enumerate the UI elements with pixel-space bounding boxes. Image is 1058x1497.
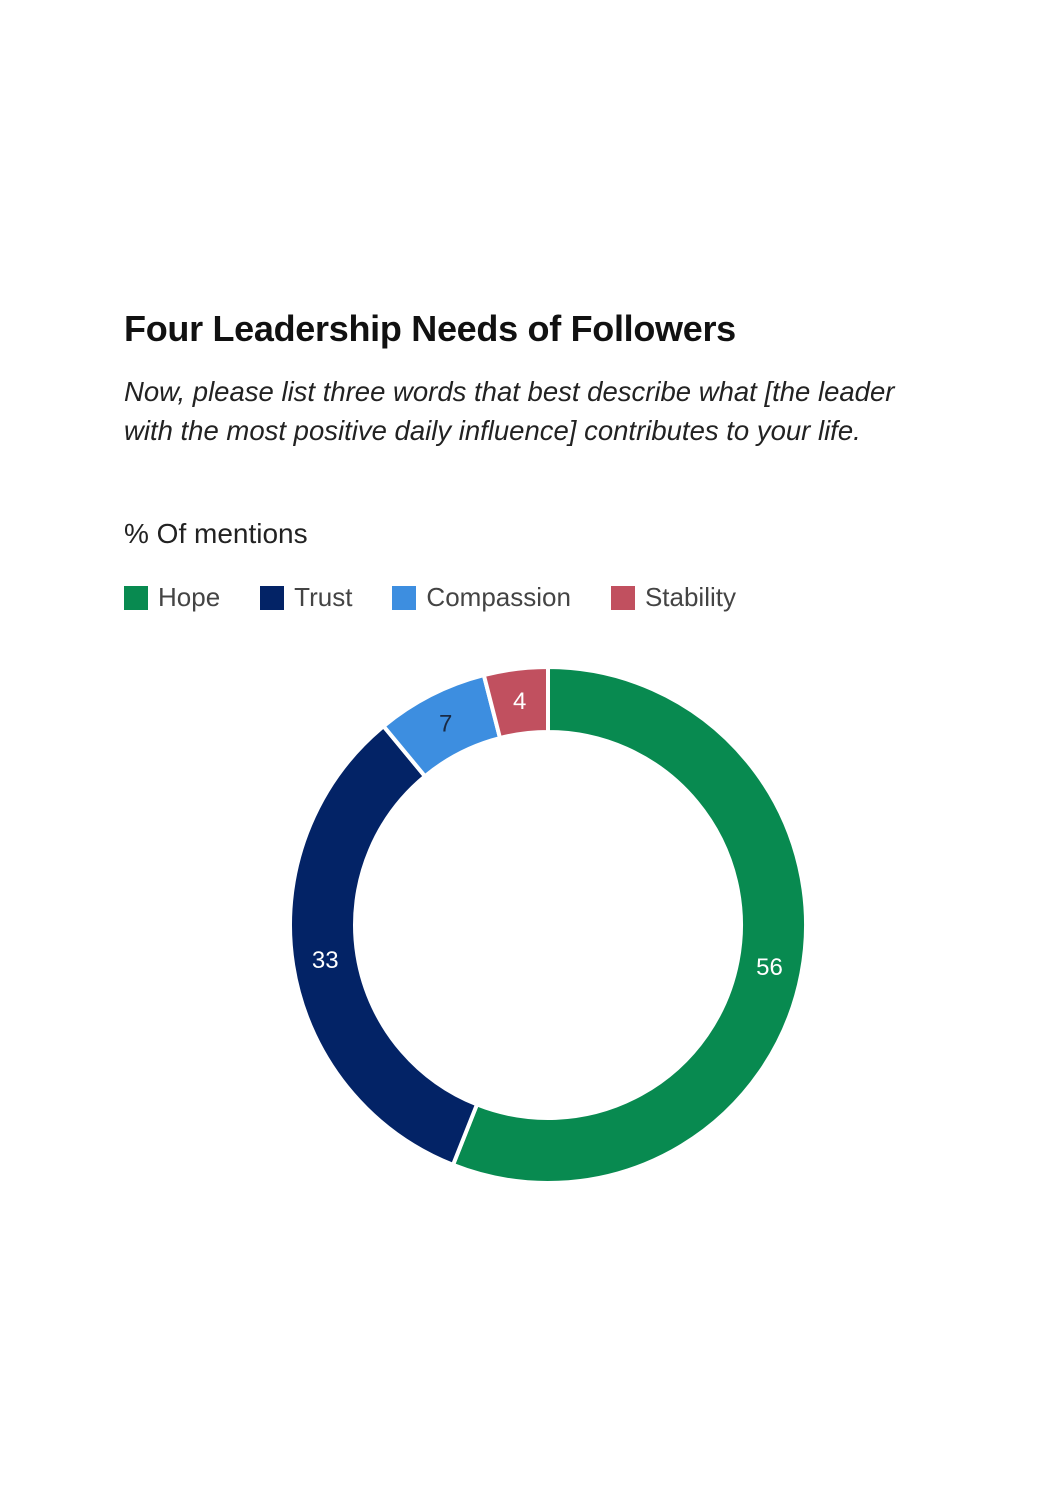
chart-title: Four Leadership Needs of Followers	[124, 308, 736, 349]
legend-item-trust: Trust	[260, 582, 352, 613]
chart-subtitle: Now, please list three words that best d…	[124, 376, 895, 446]
legend-label-hope: Hope	[158, 582, 221, 612]
slice-label-compassion: 7	[439, 711, 452, 738]
legend-item-compassion: Compassion	[392, 582, 571, 613]
legend-swatch-stability	[610, 585, 635, 610]
legend-label-stability: Stability	[644, 582, 736, 612]
slice-label-trust: 33	[312, 947, 339, 974]
unit-label: % Of mentions	[124, 518, 308, 549]
legend-item-hope: Hope	[124, 582, 220, 613]
legend-label-compassion: Compassion	[426, 582, 571, 612]
legend-swatch-trust	[260, 585, 285, 610]
legend-label-trust: Trust	[294, 582, 353, 612]
legend-item-stability: Stability	[610, 582, 736, 613]
legend: Hope Trust Compassion Stability	[124, 582, 776, 613]
legend-swatch-hope	[124, 585, 148, 610]
slice-label-hope: 56	[756, 954, 783, 981]
slice-label-stability: 4	[513, 688, 526, 715]
slice-trust	[288, 723, 480, 1168]
slice-hope	[450, 664, 808, 1185]
legend-swatch-compassion	[392, 585, 417, 610]
slice-stability	[481, 664, 550, 741]
